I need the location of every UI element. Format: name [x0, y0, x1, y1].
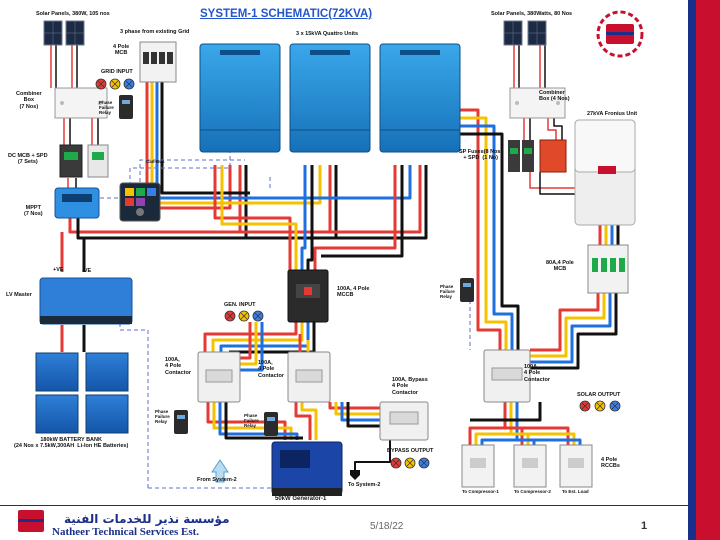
- generator: [271, 441, 343, 496]
- phase-failure-relay-mid: [264, 412, 278, 436]
- company-name-arabic: مؤسسة نذير للخدمات الفنية: [64, 512, 230, 526]
- quattro-label: 3 x 15kVA Quattro Units: [296, 31, 359, 37]
- company-logo-top: [596, 10, 644, 58]
- color-control-panel: [119, 182, 161, 222]
- to-system2-arrow: [350, 470, 360, 480]
- mppt-label: MPPT (7 Nos): [24, 205, 43, 218]
- plus-ve-label: +VE: [53, 267, 64, 273]
- grid-input-label: GRID INPUT: [101, 69, 133, 75]
- side-bar-blue: [688, 0, 696, 540]
- combiner-box-right: [509, 87, 566, 119]
- solar-panels-right: [503, 20, 547, 46]
- rccb-2: [513, 444, 547, 488]
- battery-bank: [35, 352, 129, 434]
- quattro-inverter-3: [379, 43, 461, 153]
- solar-output-lamps: [579, 400, 621, 412]
- phase-failure-right-label: Phase Failure Relay: [440, 284, 455, 300]
- mcb-4pole-label: 4 Pole MCB: [113, 44, 130, 57]
- solar-right-label: Solar Panels, 380Watts, 80 Nos: [491, 11, 573, 17]
- to-compressor1-label: To Compressor-1: [462, 489, 499, 494]
- phase-failure-relay-left: [174, 410, 188, 434]
- gen-input-label: GEN. INPUT: [224, 302, 256, 308]
- contactor-b-label: 100A, 4 Pole Contactor: [258, 360, 284, 379]
- fronius-label: 27kVA Fronius Unit: [587, 111, 638, 117]
- phase-failure-mid-label: Phase Failure Relay: [244, 413, 259, 429]
- dc-mcb-spd: [59, 144, 109, 178]
- mcb-80a: [587, 244, 629, 294]
- footer-date: 5/18/22: [370, 521, 404, 532]
- phase-failure-relay-right: [460, 278, 474, 302]
- mccb-label: 100A, 4 Pole MCCB: [337, 286, 370, 299]
- mcb-80a-label: 80A,4 Pole MCB: [546, 260, 574, 273]
- side-bar-red: [696, 0, 720, 540]
- sp-fuses-label: SP Fuses(8 Nos) + SPD (1 No): [459, 149, 503, 162]
- phase-failure-relay-grid: [119, 95, 133, 119]
- lv-master-label: LV Master: [6, 292, 32, 298]
- solar-output-label: SOLAR OUTPUT: [577, 392, 621, 398]
- battery-bank-label: 180kW BATTERY BANK (24 Nos x 7.5kW,300AH…: [14, 437, 129, 450]
- fronius-inverter: [574, 119, 636, 226]
- bypass-output-lamps: [390, 457, 430, 469]
- grid-mcb: [139, 41, 177, 83]
- from-system2-label: From System-2: [197, 477, 237, 483]
- company-name-english: Natheer Technical Services Est.: [52, 526, 200, 538]
- combiner-box-left: [54, 87, 108, 119]
- bypass-contactor-label: 100A, Bypass 4 Pole Contactor: [392, 377, 428, 396]
- rccbs-label: 4 Pole RCCBs: [601, 457, 620, 470]
- rccb-3: [559, 444, 593, 488]
- combiner-right-label: Combiner Box (4 Nos): [539, 90, 570, 103]
- from-system2-arrow: [211, 459, 229, 483]
- footer-divider: [0, 505, 688, 506]
- minus-ve-label: -VE: [82, 268, 92, 274]
- page-number: 1: [641, 520, 648, 532]
- page-title: SYSTEM-1 SCHEMATIC(72KVA): [200, 8, 373, 20]
- contactor-c: [483, 349, 531, 403]
- wiring: [50, 45, 620, 475]
- gen-input-lamps: [224, 310, 264, 322]
- combiner-left-label: Combiner Box (7 Nos): [16, 91, 42, 110]
- solar-panels-left: [43, 20, 85, 46]
- to-compressor2-label: To Compressor-2: [514, 489, 551, 494]
- grid-input-lamps: [95, 78, 135, 90]
- contactor-c-label: 100A 4 Pole Contactor: [524, 364, 550, 383]
- mppt-controller: [54, 187, 100, 219]
- quattro-inverter-2: [289, 43, 371, 153]
- lv-master: [39, 277, 133, 325]
- to-est-load-label: To Est. Load: [562, 489, 589, 494]
- bypass-output-label: BYPASS OUTPUT: [387, 448, 434, 454]
- sp-fuses-spd: [508, 139, 567, 173]
- bypass-contactor: [379, 401, 429, 441]
- quattro-inverter-1: [199, 43, 281, 153]
- generator-label: 50kW Generator-1: [275, 496, 327, 502]
- contactor-a-label: 100A, 4 Pole Contactor: [165, 357, 191, 376]
- contactor-a: [197, 351, 241, 403]
- three-phase-label: 3 phase from existing Grid: [120, 29, 190, 35]
- phase-failure-left-label: Phase Failure Relay: [155, 409, 170, 425]
- rccb-1: [461, 444, 495, 488]
- contactor-b: [287, 351, 331, 403]
- phase-failure-grid-label: Phase Failure Relay: [99, 100, 114, 116]
- can-bus-label: Can-Bus: [146, 159, 165, 164]
- mccb-100a: [287, 269, 329, 323]
- to-system2-label: To System-2: [348, 482, 381, 488]
- company-logo-footer: [18, 510, 44, 532]
- dc-mcb-spd-label: DC MCB + SPD (7 Sets): [8, 153, 48, 166]
- solar-left-label: Solar Panels, 380W, 105 nos: [36, 11, 110, 17]
